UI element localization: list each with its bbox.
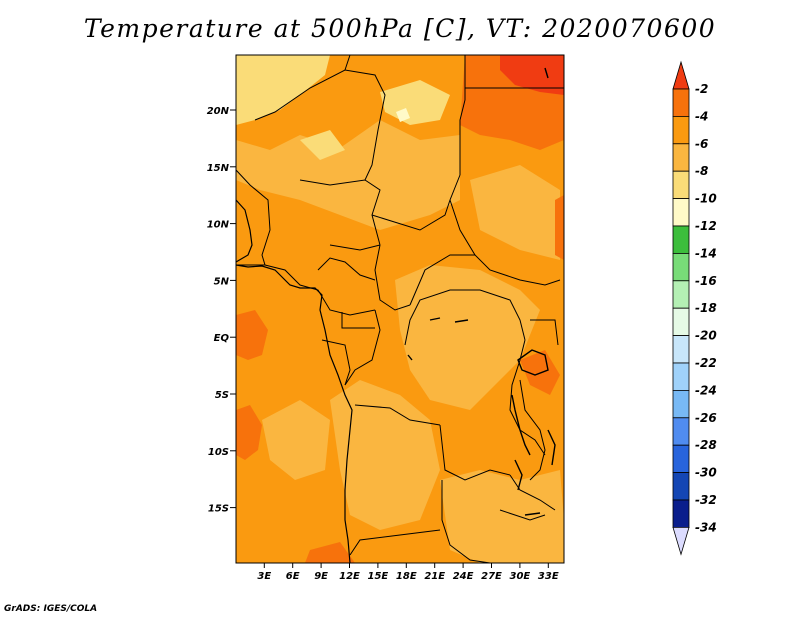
colorbar-swatch [672,499,690,528]
colorbar-swatch [672,362,690,391]
colorbar-label: -30 [695,466,717,480]
colorbar-label: -24 [695,383,717,397]
colorbar-label: -20 [695,329,717,343]
lat-tick-label: 15N [207,163,230,174]
temperature-band-light [236,120,460,230]
latitude-axis: 20N 15N 10N 5N EQ 5S 10S 15S [207,106,236,515]
temperature-band-yellow [300,130,345,160]
colorbar-swatch [672,444,690,474]
lon-tick-label: 9E [314,571,328,582]
colorbar-label: -34 [695,520,717,534]
lon-tick-label: 12E [339,571,360,582]
lon-tick-label: 21E [424,571,445,582]
colorbar-label: -12 [695,219,717,233]
lat-tick-label: EQ [214,333,230,344]
temperature-band-red [500,55,564,95]
temperature-band-deep [236,405,262,460]
coastline [235,199,353,564]
colorbar-label: -16 [695,274,717,288]
colorbar-label: -32 [695,493,717,507]
lon-tick-label: 30E [510,571,531,582]
colorbar-swatch [672,198,690,227]
temperature-band-light [440,470,564,563]
temperature-band-deep [305,542,355,563]
temperature-band-deep [555,195,564,260]
colorbar-swatch [672,417,690,446]
colorbar: -2 -4 -6 -8 -10 -12 -14 -16 -18 -20 -22 -24 -26 -28 -3… [672,60,717,556]
colorbar-label: -14 [695,246,717,260]
lat-tick-label: 5S [215,390,229,401]
country-boundaries [235,54,564,564]
colorbar-label: -4 [695,109,708,123]
lon-tick-label: 24E [453,571,474,582]
lat-tick-label: 20N [207,106,230,117]
temperature-band-light [262,400,330,480]
temperature-band-light [330,380,440,530]
colorbar-swatch [672,472,690,501]
grads-credit: GrADS: IGES/COLA [4,604,98,614]
lat-tick-label: 10S [208,447,229,458]
colorbar-bottom-triangle [672,527,690,556]
longitude-axis: 3E 6E 9E 12E 15E 18E 21E 24E 27E 30E 33E [257,563,559,582]
colorbar-top-triangle [672,60,690,90]
temperature-band-cream [396,108,410,122]
lat-tick-label: 5N [214,276,230,287]
colorbar-swatch [672,143,690,172]
map-frame [235,54,565,564]
lon-tick-label: 33E [538,571,559,582]
lat-tick-label: 10N [207,220,230,231]
colorbar-swatch [672,116,690,145]
colorbar-label: -6 [695,137,708,151]
temperature-band-yellow [236,55,330,125]
lon-tick-label: 18E [396,571,417,582]
colorbar-label: -10 [695,192,717,206]
colorbar-swatch [672,88,690,117]
colorbar-swatch [672,335,690,364]
colorbar-swatch [672,307,690,337]
colorbar-label: -2 [695,82,708,96]
colorbar-swatch [672,280,690,309]
colorbar-label: -8 [695,164,708,178]
temperature-band-light [470,165,560,260]
colorbar-swatch [672,389,690,419]
colorbar-label: -28 [695,438,717,452]
lon-tick-label: 3E [257,571,271,582]
map-panel [235,54,565,564]
colorbar-label: -18 [695,301,717,315]
lon-tick-label: 15E [368,571,389,582]
lon-tick-label: 6E [286,571,300,582]
temperature-band-light [395,265,540,410]
colorbar-label: -26 [695,411,717,425]
colorbar-swatch [672,252,690,282]
colorbar-swatch [672,170,690,199]
lat-tick-label: 15S [208,504,229,515]
lon-tick-label: 27E [481,571,502,582]
colorbar-label: -22 [695,356,717,370]
chart-title: Temperature at 500hPa [C], VT: 202007060… [83,14,717,43]
temperature-band-deep [236,310,268,360]
colorbar-swatch [672,225,690,254]
lakes [407,67,556,516]
